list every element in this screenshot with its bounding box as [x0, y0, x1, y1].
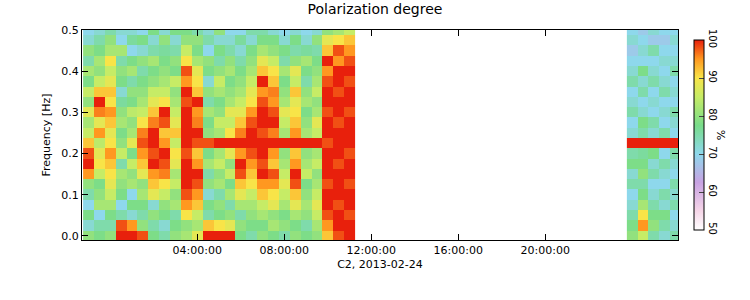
- svg-text:0.2: 0.2: [61, 147, 79, 160]
- svg-text:20:00:00: 20:00:00: [521, 244, 570, 257]
- svg-text:0.4: 0.4: [61, 65, 79, 78]
- svg-text:80: 80: [707, 108, 718, 121]
- svg-text:08:00:00: 08:00:00: [260, 244, 309, 257]
- svg-text:0.5: 0.5: [61, 24, 79, 37]
- svg-text:0.0: 0.0: [61, 230, 79, 243]
- svg-text:0.3: 0.3: [61, 106, 79, 119]
- svg-text:Polarization degree: Polarization degree: [308, 1, 443, 17]
- svg-text:90: 90: [707, 70, 718, 83]
- svg-text:16:00:00: 16:00:00: [434, 244, 483, 257]
- svg-text:12:00:00: 12:00:00: [347, 244, 396, 257]
- svg-text:04:00:00: 04:00:00: [173, 244, 222, 257]
- svg-text:70: 70: [707, 146, 718, 159]
- svg-text:50: 50: [707, 222, 718, 235]
- svg-text:100: 100: [707, 29, 718, 48]
- svg-text:Frequency [Hz]: Frequency [Hz]: [40, 94, 53, 177]
- svg-text:%: %: [715, 130, 728, 140]
- svg-text:60: 60: [707, 184, 718, 197]
- svg-text:C2, 2013-02-24: C2, 2013-02-24: [337, 258, 423, 271]
- svg-text:0.1: 0.1: [61, 189, 79, 202]
